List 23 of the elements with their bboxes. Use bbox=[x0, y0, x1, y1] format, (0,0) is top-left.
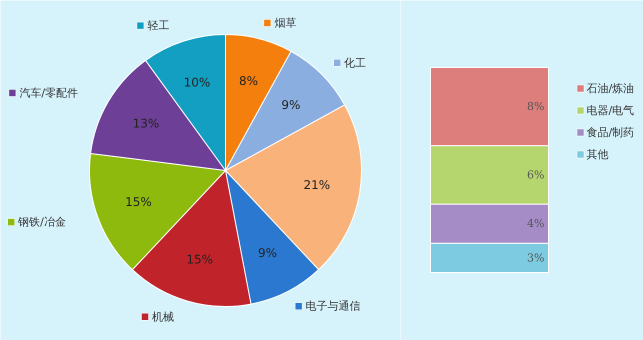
data-label: 6% bbox=[527, 168, 544, 182]
data-label: 9% bbox=[281, 98, 300, 112]
data-label: 8% bbox=[527, 100, 544, 114]
legend-label: 机械 bbox=[152, 310, 174, 324]
data-label: 9% bbox=[258, 246, 278, 260]
data-label: 3% bbox=[527, 251, 544, 264]
data-label: 21% bbox=[304, 178, 330, 192]
data-label: 13% bbox=[132, 116, 160, 130]
legend-label: 食品/制药 bbox=[586, 126, 634, 139]
legend-label: 化工 bbox=[344, 56, 366, 70]
legend-label: 电子与通信 bbox=[306, 300, 361, 313]
data-label: 10% bbox=[184, 76, 210, 90]
legend-label: 轻工 bbox=[147, 19, 170, 32]
legend-label: 钢铁/冶金 bbox=[17, 216, 66, 229]
data-label: 8% bbox=[238, 74, 258, 88]
legend-label: 电器/电气 bbox=[586, 104, 634, 117]
legend-label: 汽车/零配件 bbox=[19, 86, 78, 100]
legend-label: 石油/炼油 bbox=[586, 82, 634, 95]
legend-label: 其他 bbox=[586, 148, 608, 161]
data-label: 4% bbox=[527, 217, 544, 230]
data-label: 15% bbox=[186, 252, 214, 266]
data-label: 15% bbox=[125, 194, 152, 209]
legend-label: 烟草 bbox=[274, 16, 296, 30]
